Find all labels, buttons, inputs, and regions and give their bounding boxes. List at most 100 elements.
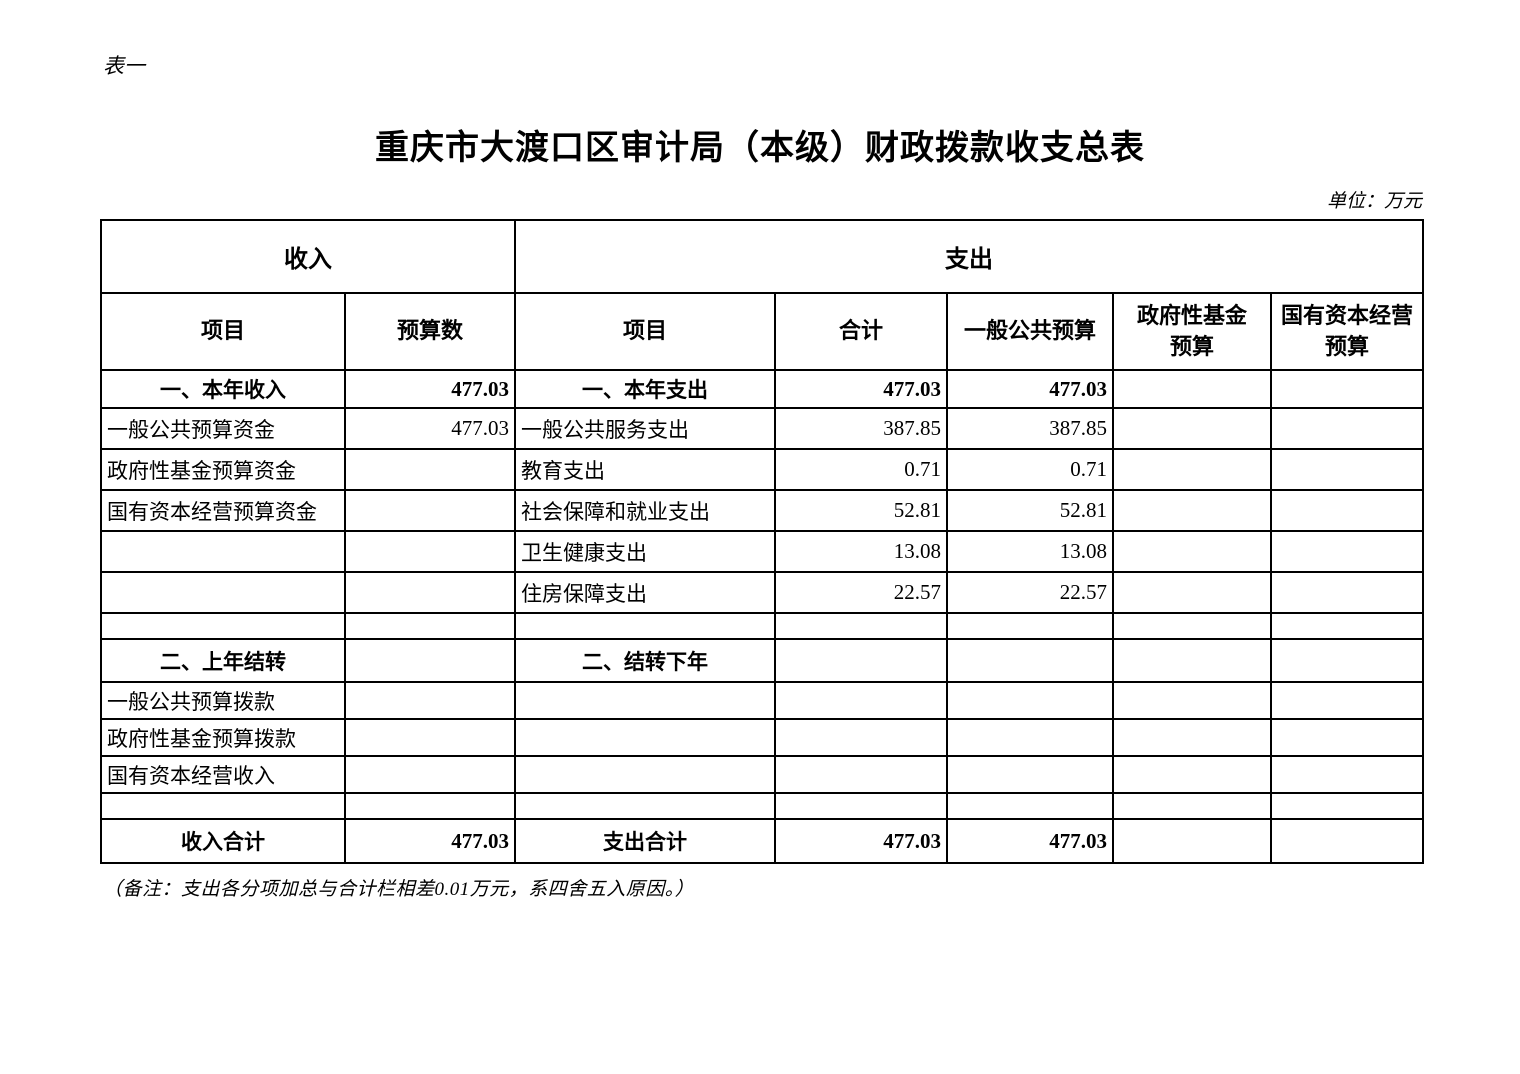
expense-general-cell: 52.81 [946,489,1114,532]
expense-statecap-cell [1270,792,1424,820]
expense-statecap-cell [1270,718,1424,757]
expense-statecap-cell [1270,407,1424,450]
page-title: 重庆市大渡口区审计局（本级）财政拨款收支总表 [375,130,1145,167]
expense-item-cell: 卫生健康支出 [514,530,776,573]
income-item-cell [100,792,346,820]
expense-item-cell [514,755,776,794]
expense-general-cell: 0.71 [946,448,1114,491]
expense-govfund-cell [1112,571,1272,614]
expense-total-cell [774,612,948,640]
expense-govfund-cell [1112,407,1272,450]
expense-item-cell [514,681,776,720]
expense-item-cell: 二、结转下年 [514,638,776,683]
col-header-expense-govfund: 政府性基金 预算 [1112,292,1272,371]
expense-statecap-cell [1270,681,1424,720]
expense-item-cell: 支出合计 [514,818,776,864]
table-row: 政府性基金预算拨款 [100,718,1424,757]
expense-general-cell: 387.85 [946,407,1114,450]
income-budget-cell [344,571,516,614]
table-row: 政府性基金预算资金 教育支出 0.71 0.71 [100,448,1424,491]
expense-govfund-cell [1112,369,1272,409]
table-row: 一、本年收入 477.03 一、本年支出 477.03 477.03 [100,369,1424,409]
expense-total-cell [774,792,948,820]
expense-general-cell: 477.03 [946,369,1114,409]
expense-item-cell: 住房保障支出 [514,571,776,614]
col-header-income-budget: 预算数 [344,292,516,371]
col-header-expense-item: 项目 [514,292,776,371]
expense-general-cell: 477.03 [946,818,1114,864]
table-row: 国有资本经营收入 [100,755,1424,794]
expense-group-header: 支出 [514,219,1424,294]
income-item-cell [100,571,346,614]
expense-govfund-cell [1112,755,1272,794]
expense-govfund-cell [1112,530,1272,573]
expense-statecap-cell [1270,369,1424,409]
income-budget-cell [344,448,516,491]
expense-statecap-cell [1270,489,1424,532]
table-row [100,612,1424,640]
income-item-cell: 政府性基金预算拨款 [100,718,346,757]
expense-general-cell [946,612,1114,640]
expense-statecap-cell [1270,530,1424,573]
expense-item-cell [514,792,776,820]
income-item-cell: 一般公共预算拨款 [100,681,346,720]
income-budget-cell [344,489,516,532]
expense-govfund-cell [1112,612,1272,640]
expense-govfund-cell [1112,718,1272,757]
expense-general-cell [946,792,1114,820]
table-row: 住房保障支出 22.57 22.57 [100,571,1424,614]
expense-general-cell: 22.57 [946,571,1114,614]
table-number-label: 表一 [103,54,145,78]
income-budget-cell [344,681,516,720]
income-item-cell: 一般公共预算资金 [100,407,346,450]
income-budget-cell: 477.03 [344,407,516,450]
income-item-cell: 国有资本经营预算资金 [100,489,346,532]
income-item-cell: 二、上年结转 [100,638,346,683]
expense-total-cell [774,755,948,794]
budget-summary-table: 收入 支出 项目 预算数 项目 合计 一般公共预算 政府性基金 预算 国有资本经… [100,219,1424,864]
expense-total-cell: 0.71 [774,448,948,491]
expense-statecap-cell [1270,755,1424,794]
table-column-header-row: 项目 预算数 项目 合计 一般公共预算 政府性基金 预算 国有资本经营 预算 [100,292,1424,371]
expense-statecap-cell [1270,448,1424,491]
expense-statecap-cell [1270,818,1424,864]
col-header-expense-total: 合计 [774,292,948,371]
table-row: 收入合计 477.03 支出合计 477.03 477.03 [100,818,1424,864]
table-row: 卫生健康支出 13.08 13.08 [100,530,1424,573]
expense-total-cell: 477.03 [774,369,948,409]
footnote: （备注：支出各分项加总与合计栏相差0.01万元，系四舍五入原因。） [103,879,695,900]
table-group-header-row: 收入 支出 [100,219,1424,294]
expense-total-cell: 13.08 [774,530,948,573]
table-row: 一般公共预算资金 477.03 一般公共服务支出 387.85 387.85 [100,407,1424,450]
income-budget-cell [344,612,516,640]
expense-statecap-cell [1270,571,1424,614]
income-budget-cell: 477.03 [344,818,516,864]
income-budget-cell [344,718,516,757]
expense-govfund-cell [1112,638,1272,683]
table-row: 二、上年结转 二、结转下年 [100,638,1424,683]
expense-item-cell: 一、本年支出 [514,369,776,409]
expense-general-cell [946,638,1114,683]
table-row: 国有资本经营预算资金 社会保障和就业支出 52.81 52.81 [100,489,1424,532]
expense-general-cell [946,718,1114,757]
income-item-cell: 收入合计 [100,818,346,864]
expense-statecap-cell [1270,638,1424,683]
expense-item-cell: 社会保障和就业支出 [514,489,776,532]
col-header-expense-statecap: 国有资本经营 预算 [1270,292,1424,371]
expense-item-cell [514,612,776,640]
col-header-income-item: 项目 [100,292,346,371]
expense-general-cell [946,681,1114,720]
income-item-cell: 一、本年收入 [100,369,346,409]
expense-item-cell: 教育支出 [514,448,776,491]
income-item-cell: 政府性基金预算资金 [100,448,346,491]
table-row [100,792,1424,820]
income-budget-cell [344,638,516,683]
expense-total-cell [774,638,948,683]
expense-govfund-cell [1112,792,1272,820]
expense-statecap-cell [1270,612,1424,640]
expense-general-cell: 13.08 [946,530,1114,573]
expense-govfund-cell [1112,818,1272,864]
expense-total-cell: 22.57 [774,571,948,614]
expense-govfund-cell [1112,448,1272,491]
expense-total-cell: 387.85 [774,407,948,450]
